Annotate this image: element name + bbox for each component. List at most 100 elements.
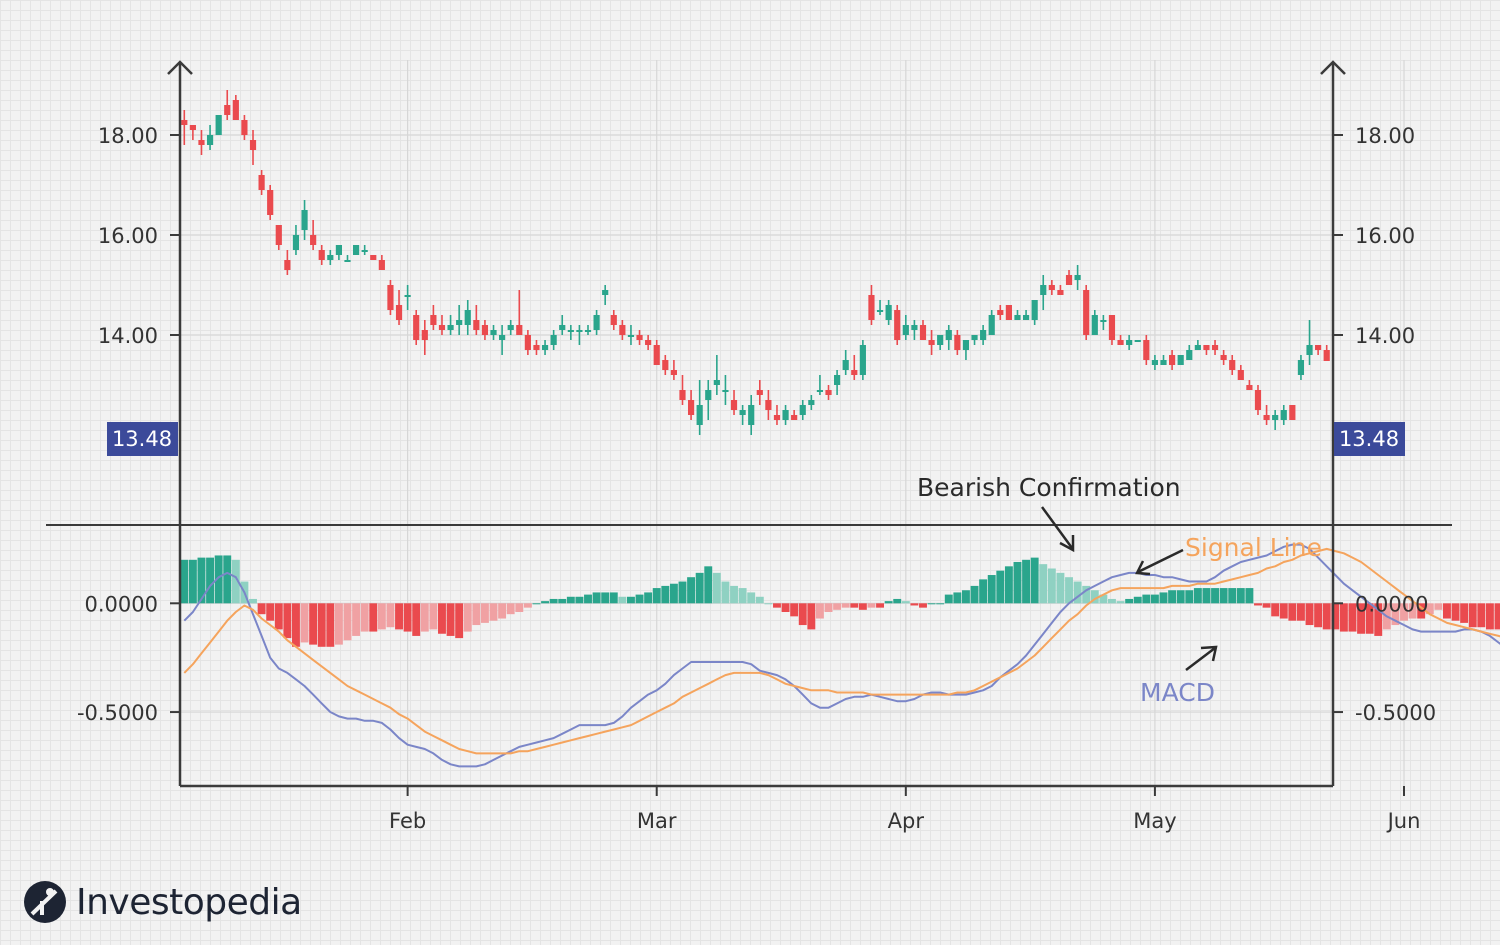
candle-body (1091, 315, 1098, 335)
candle (361, 245, 368, 255)
candle-body (533, 345, 540, 350)
histogram-bar (996, 570, 1005, 604)
candle (756, 380, 763, 405)
candle (945, 325, 952, 350)
candle-body (1014, 315, 1021, 320)
candle (851, 355, 858, 380)
candle-body (954, 335, 961, 350)
histogram-bar (1228, 588, 1237, 604)
histogram-bar (627, 596, 635, 604)
candle-body (653, 345, 660, 365)
histogram-bar (532, 603, 541, 605)
candle-body (1031, 300, 1038, 320)
histogram-bar (334, 603, 343, 645)
histogram-bar (987, 575, 996, 604)
x-tick-label: Feb (389, 809, 426, 833)
candle (722, 375, 729, 405)
candle-body (249, 140, 257, 150)
annotation-signal-line: Signal Line (1135, 533, 1322, 576)
last-price-tag-right: 13.48 (1334, 422, 1405, 456)
candle-body (344, 260, 351, 262)
candle-body (1211, 345, 1219, 350)
histogram-bar (309, 603, 318, 645)
brand-name: Investopedia (76, 881, 302, 923)
histogram-bar (1485, 603, 1494, 630)
candle (404, 285, 411, 310)
histogram-bar (652, 588, 661, 604)
histogram-bar (876, 603, 884, 608)
histogram-bar (1245, 588, 1254, 604)
candle-body (310, 235, 317, 245)
histogram-bar (1090, 590, 1099, 604)
candle-body (1169, 355, 1176, 365)
candle (567, 325, 574, 340)
histogram-bar (1339, 603, 1348, 632)
histogram-bar (1065, 577, 1073, 604)
y-axis-left-arrow-icon (167, 60, 193, 75)
candle (1177, 355, 1184, 365)
histogram-bar (317, 603, 326, 647)
candle-body (1005, 305, 1012, 320)
histogram-layer (180, 555, 1500, 647)
x-tick-label: Apr (888, 809, 925, 833)
candle-body (834, 375, 841, 385)
y-tick-label-left: -0.5000 (77, 701, 158, 725)
candle-body (1108, 315, 1116, 340)
candle-body (490, 330, 497, 335)
candle-body (773, 415, 781, 420)
candle (782, 405, 789, 425)
candle (662, 355, 669, 375)
histogram-bar (360, 603, 369, 632)
histogram-bar (1400, 603, 1408, 621)
candle (1126, 335, 1133, 350)
candle (885, 300, 892, 325)
histogram-bar (1314, 603, 1323, 628)
candle (576, 325, 583, 345)
candle (602, 285, 609, 305)
histogram-bar (566, 596, 575, 604)
candle-body (447, 325, 454, 330)
histogram-bar (197, 557, 206, 604)
candle (1108, 315, 1116, 345)
candle (808, 395, 815, 410)
candle (541, 340, 549, 355)
bearish-arrow-icon (1040, 506, 1074, 549)
candle-body (567, 330, 574, 332)
histogram-bar (1296, 603, 1305, 621)
histogram-bar (1288, 603, 1297, 621)
candle (842, 350, 849, 375)
candle (937, 335, 944, 350)
histogram-bar (695, 572, 704, 604)
candle (490, 325, 497, 340)
candle-body (1280, 410, 1287, 420)
histogram-bar (1434, 603, 1443, 610)
histogram-bar (669, 583, 678, 604)
candle-body (636, 335, 643, 340)
candle (1323, 345, 1330, 361)
y-tick-label-right: 18.00 (1355, 124, 1415, 148)
candle-body (198, 140, 205, 145)
histogram-bar (1408, 603, 1417, 619)
histogram-bar (506, 603, 515, 615)
annotation-macd: MACD (1140, 645, 1218, 707)
candle-body (1117, 340, 1124, 345)
candle-body (378, 260, 385, 270)
candle (1315, 345, 1322, 355)
axis-layer (46, 60, 1452, 796)
candle (816, 375, 824, 395)
histogram-bar (661, 585, 670, 604)
grid-layer (180, 60, 1405, 786)
y-tick-label-right: 14.00 (1355, 324, 1415, 348)
candle-body (267, 190, 274, 215)
histogram-bar (1391, 603, 1400, 626)
histogram-bar (386, 603, 395, 628)
candle (1186, 345, 1193, 360)
candle (610, 310, 617, 330)
histogram-bar (1004, 566, 1013, 604)
candle (636, 330, 643, 345)
histogram-bar (884, 601, 893, 604)
candle (773, 405, 781, 425)
histogram-bar (292, 603, 300, 647)
candle (516, 290, 523, 335)
candle (670, 360, 677, 380)
